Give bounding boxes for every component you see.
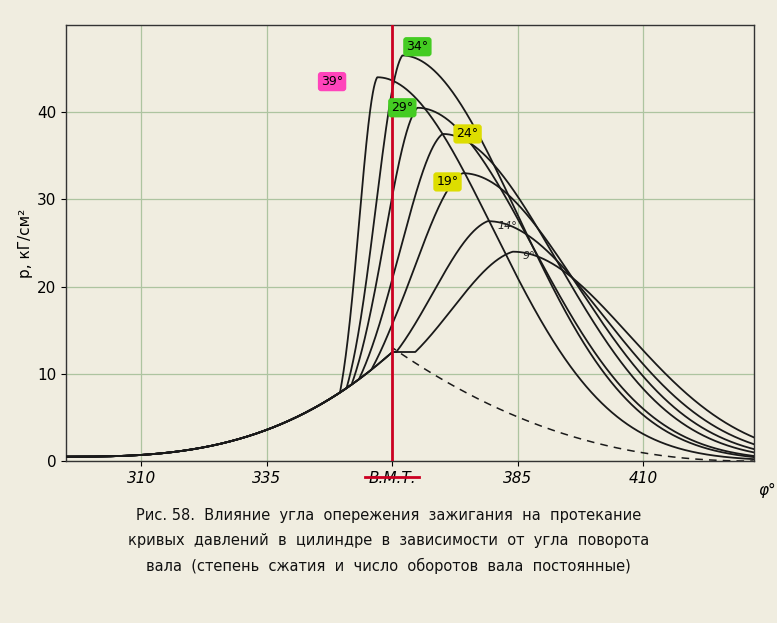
Text: 9°: 9° xyxy=(523,251,535,261)
Text: вала  (степень  сжатия  и  число  оборотов  вала  постоянные): вала (степень сжатия и число оборотов ва… xyxy=(146,558,631,574)
Y-axis label: p, кГ/см²: p, кГ/см² xyxy=(18,208,33,278)
Text: Рис. 58.  Влияние  угла  опережения  зажигания  на  протекание: Рис. 58. Влияние угла опережения зажиган… xyxy=(136,508,641,523)
Text: 29°: 29° xyxy=(392,102,413,114)
Text: кривых  давлений  в  цилиндре  в  зависимости  от  угла  поворота: кривых давлений в цилиндре в зависимости… xyxy=(128,533,649,548)
Text: 24°: 24° xyxy=(457,128,479,140)
Text: 14°: 14° xyxy=(498,221,517,231)
Text: 34°: 34° xyxy=(406,40,428,53)
Text: 19°: 19° xyxy=(437,176,458,188)
Text: φ°: φ° xyxy=(758,483,776,498)
Text: 39°: 39° xyxy=(321,75,343,88)
